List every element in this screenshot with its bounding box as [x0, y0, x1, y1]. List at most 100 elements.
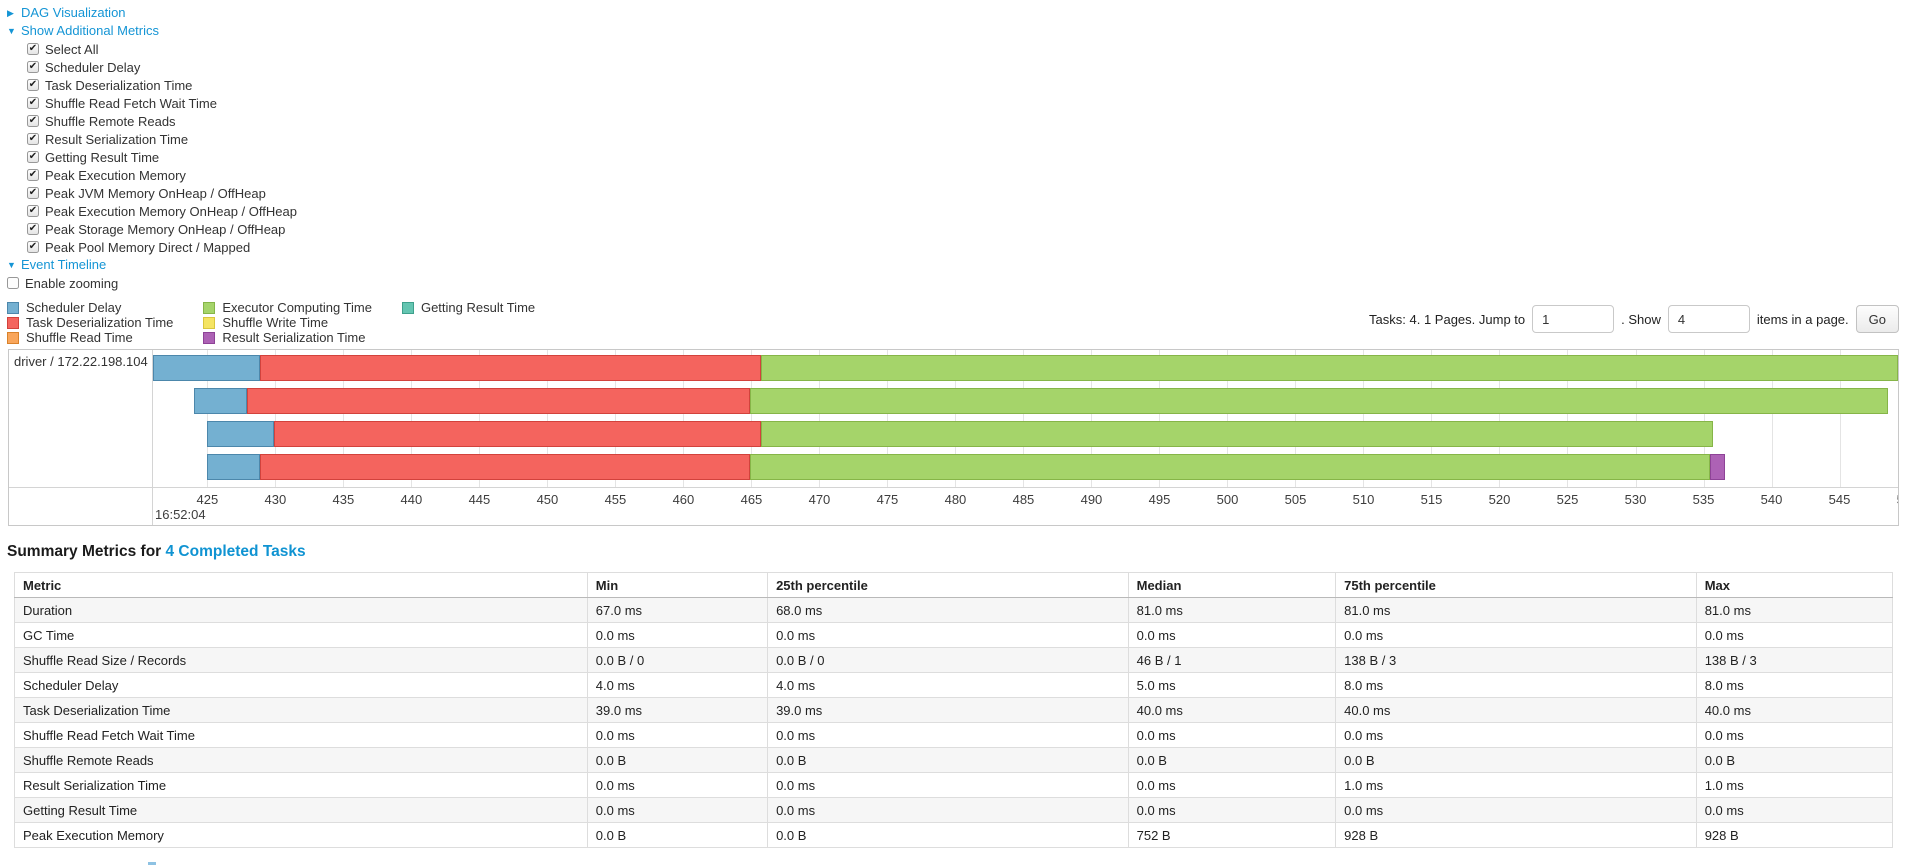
- checkbox[interactable]: ✔: [27, 115, 39, 127]
- checkbox[interactable]: ✔: [27, 223, 39, 235]
- chevron-down-icon: ▼: [7, 260, 16, 270]
- chevron-down-icon: ▼: [7, 26, 16, 36]
- timeline-segment-executor_computing[interactable]: [750, 388, 1889, 414]
- timeline-segment-task_deserialization[interactable]: [246, 388, 751, 414]
- checkbox-label: Select All: [45, 41, 99, 57]
- checkbox[interactable]: ✔: [27, 97, 39, 109]
- legend-swatch-getting_result: [401, 301, 414, 314]
- axis-tick-label: 505: [1284, 492, 1307, 507]
- metric-name-cell: Peak Execution Memory: [14, 822, 588, 848]
- checkbox[interactable]: ✔: [27, 169, 39, 181]
- timeline-segment-executor_computing[interactable]: [750, 454, 1711, 480]
- gridline: [819, 350, 821, 487]
- metric-checkbox-item: ✔ Peak Execution Memory: [27, 166, 1907, 184]
- timeline-legend-and-pagination: Scheduler Delay Task Deserialization Time…: [7, 300, 1899, 345]
- metric-checkbox-list: ✔ Select All ✔ Scheduler Delay ✔ Task Deseria…: [27, 40, 1907, 256]
- table-row: Shuffle Read Size / Records 0.0 B / 0 0.0 …: [14, 647, 1894, 673]
- metric-value-cell: 81.0 ms: [1127, 597, 1337, 623]
- legend-swatch-executor_computing: [203, 301, 216, 314]
- timeline-plot: [153, 350, 1898, 487]
- metric-value-cell: 0.0 B / 0: [586, 647, 769, 673]
- gridline: [955, 350, 957, 487]
- gridline: [207, 350, 209, 487]
- timeline-segment-scheduler_delay[interactable]: [207, 454, 261, 480]
- metric-value-cell: 81.0 ms: [1335, 597, 1697, 623]
- metric-value-cell: 0.0 B: [767, 822, 1129, 848]
- gridline: [1635, 350, 1637, 487]
- legend-column: Getting Result Time: [401, 300, 536, 345]
- enable-zooming-checkbox[interactable]: [7, 277, 19, 289]
- metric-name-cell: Result Serialization Time: [14, 772, 588, 798]
- summary-metrics-title: Summary Metrics for 4 Completed Tasks: [7, 543, 1907, 561]
- checkbox[interactable]: ✔: [27, 241, 39, 253]
- axis-tick-label: 510: [1352, 492, 1375, 507]
- checkbox[interactable]: ✔: [27, 205, 39, 217]
- go-button[interactable]: Go: [1855, 305, 1899, 333]
- legend-item: Getting Result Time: [401, 300, 536, 315]
- legend-label: Shuffle Write Time: [222, 315, 329, 330]
- event-timeline-chart: driver / 172.22.198.104 425 430 435 440 445 4…: [8, 349, 1899, 526]
- timeline-segment-scheduler_delay[interactable]: [153, 355, 261, 381]
- metric-value-cell: 0.0 B: [1695, 747, 1894, 773]
- metric-checkbox-item: ✔ Peak JVM Memory OnHeap / OffHeap: [27, 184, 1907, 202]
- checkbox[interactable]: ✔: [27, 151, 39, 163]
- legend-item: Shuffle Read Time: [7, 330, 173, 345]
- metric-value-cell: 138 B / 3: [1335, 647, 1697, 673]
- axis-tick-label: 450: [536, 492, 559, 507]
- metric-value-cell: 0.0 ms: [1335, 797, 1697, 823]
- timeline-segment-executor_computing[interactable]: [760, 421, 1714, 447]
- timeline-segment-task_deserialization[interactable]: [274, 421, 761, 447]
- legend-swatch-result_serialization: [203, 331, 216, 344]
- metric-value-cell: 5.0 ms: [1127, 672, 1337, 698]
- jump-to-page-input[interactable]: [1532, 305, 1615, 333]
- timeline-segment-scheduler_delay[interactable]: [193, 388, 247, 414]
- metric-value-cell: 752 B: [1127, 822, 1337, 848]
- axis-tick-label: 425: [196, 492, 219, 507]
- enable-zooming-row: Enable zooming: [7, 274, 1907, 292]
- metric-checkbox-item: ✔ Scheduler Delay: [27, 58, 1907, 76]
- checkbox-label: Getting Result Time: [45, 149, 160, 165]
- section-dag-visualization[interactable]: ▶ DAG Visualization: [7, 4, 1907, 22]
- items-per-page-input[interactable]: [1667, 305, 1750, 333]
- axis-tick-label: 445: [468, 492, 491, 507]
- gridline: [1703, 350, 1705, 487]
- gridline: [1567, 350, 1569, 487]
- metric-value-cell: 68.0 ms: [767, 597, 1129, 623]
- metric-checkbox-item: ✔ Select All: [27, 40, 1907, 58]
- timeline-segment-task_deserialization[interactable]: [260, 454, 751, 480]
- legend-label: Task Deserialization Time: [26, 315, 174, 330]
- table-row: Duration 67.0 ms 68.0 ms 81.0 ms 81.0 ms 81.0…: [14, 597, 1894, 623]
- checkbox-label: Scheduler Delay: [45, 59, 141, 75]
- checkbox-label: Peak Storage Memory OnHeap / OffHeap: [45, 221, 286, 237]
- legend-label: Result Serialization Time: [222, 330, 366, 345]
- axis-tick-label: 520: [1488, 492, 1511, 507]
- timeline-segment-scheduler_delay[interactable]: [207, 421, 275, 447]
- section-event-timeline[interactable]: ▼ Event Timeline: [7, 256, 1907, 274]
- axis-tick-label: 495: [1148, 492, 1171, 507]
- metric-value-cell: 0.0 B: [1335, 747, 1697, 773]
- timeline-segment-executor_computing[interactable]: [760, 355, 1898, 381]
- checkbox[interactable]: ✔: [27, 133, 39, 145]
- table-header-cell: 75th percentile: [1335, 572, 1697, 598]
- timeline-segment-result_serialization[interactable]: [1710, 454, 1726, 480]
- enable-zooming-label: Enable zooming: [25, 275, 119, 291]
- legend-label: Getting Result Time: [420, 300, 536, 315]
- table-row: Getting Result Time 0.0 ms 0.0 ms 0.0 ms 0.0…: [14, 797, 1894, 823]
- checkbox[interactable]: ✔: [27, 79, 39, 91]
- axis-tick-label: 465: [740, 492, 763, 507]
- section-show-additional-metrics[interactable]: ▼ Show Additional Metrics: [7, 22, 1907, 40]
- checkbox[interactable]: ✔: [27, 187, 39, 199]
- summary-metrics-table: Metric Min 25th percentile Median 75th perce…: [14, 572, 1894, 848]
- gridline: [1159, 350, 1161, 487]
- gridline: [479, 350, 481, 487]
- metric-value-cell: 8.0 ms: [1695, 672, 1894, 698]
- metric-checkbox-item: ✔ Shuffle Read Fetch Wait Time: [27, 94, 1907, 112]
- metric-value-cell: 0.0 ms: [1127, 772, 1337, 798]
- checkbox[interactable]: ✔: [27, 43, 39, 55]
- gridline: [547, 350, 549, 487]
- timeline-segment-task_deserialization[interactable]: [260, 355, 761, 381]
- checkbox[interactable]: ✔: [27, 61, 39, 73]
- completed-tasks-link[interactable]: 4 Completed Tasks: [165, 543, 306, 560]
- checkbox-label: Peak Execution Memory OnHeap / OffHeap: [45, 203, 297, 219]
- pagination-text-after: items in a page.: [1756, 311, 1849, 327]
